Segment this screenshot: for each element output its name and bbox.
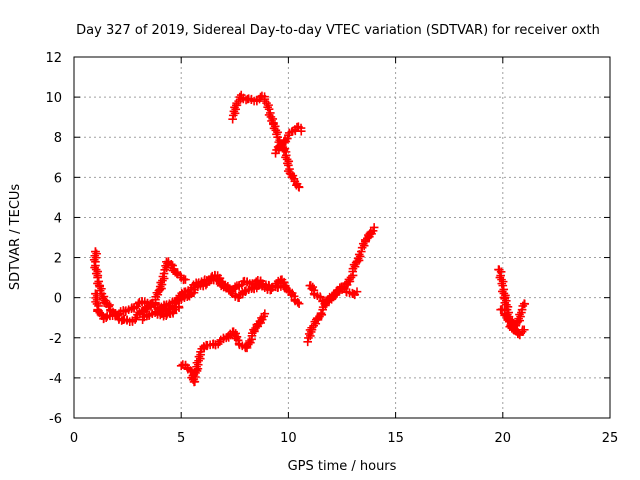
y-tick-label: 2 — [54, 252, 62, 267]
data-point-dense — [166, 259, 176, 269]
data-point-dense — [293, 298, 302, 307]
x-tick-label: 25 — [602, 431, 619, 446]
y-tick-label: -6 — [49, 412, 62, 427]
data-point — [279, 281, 289, 290]
x-tick-label: 20 — [495, 431, 512, 446]
y-tick-label: -2 — [49, 332, 62, 347]
data-point — [519, 325, 529, 335]
data-points — [89, 90, 530, 387]
y-tick-label: 4 — [54, 211, 62, 226]
x-axis-title: GPS time / hours — [288, 459, 397, 474]
y-tick-label: 0 — [54, 292, 62, 307]
y-tick-label: 6 — [54, 171, 62, 186]
data-point — [352, 287, 362, 296]
x-tick-label: 0 — [70, 431, 78, 446]
data-point — [260, 309, 270, 319]
data-point — [294, 299, 304, 308]
plot-frame — [73, 56, 611, 419]
x-tick-label: 10 — [280, 431, 297, 446]
y-axis-title: SDTVAR / TECUs — [8, 184, 23, 291]
data-point — [519, 299, 529, 308]
y-tick-label: 8 — [54, 131, 62, 146]
y-tick-label: 12 — [45, 51, 62, 66]
data-point-dense — [283, 134, 292, 143]
x-tick-label: 15 — [387, 431, 404, 446]
data-point — [271, 148, 280, 158]
y-tick-label: 10 — [45, 91, 62, 106]
data-point — [369, 223, 379, 232]
data-point — [181, 275, 190, 284]
x-tick-label: 5 — [177, 431, 185, 446]
y-tick-label: -4 — [49, 372, 62, 387]
axis-ticks: 0 5 10 15 20 25 -6 -4 -2 0 2 4 6 8 10 12 — [45, 51, 618, 446]
data-point — [296, 126, 306, 136]
chart-title: Day 327 of 2019, Sidereal Day-to-day VTE… — [76, 23, 600, 38]
grid-layer — [74, 57, 610, 418]
data-point — [294, 183, 304, 192]
data-point-dense — [368, 226, 378, 236]
data-point-dense — [94, 301, 103, 311]
data-point — [356, 247, 366, 256]
data-point-dense — [233, 335, 243, 345]
